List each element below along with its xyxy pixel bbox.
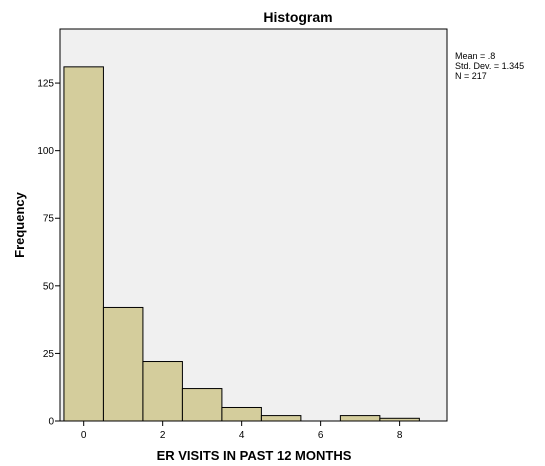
histogram-bar xyxy=(221,406,262,422)
x-axis: 0 2 4 6 8 xyxy=(81,421,403,441)
y-tick-label: 0 xyxy=(48,417,54,428)
histogram-bar xyxy=(142,361,183,422)
histogram-bar xyxy=(339,415,381,422)
y-tick-label: 125 xyxy=(37,79,54,90)
histogram-bar xyxy=(181,388,223,422)
x-axis-title: ER VISITS IN PAST 12 MONTHS xyxy=(157,448,352,463)
std-dev-stat: Std. Dev. = 1.345 xyxy=(455,61,524,71)
histogram-bar xyxy=(379,417,420,422)
y-axis: 0 25 50 75 100 125 xyxy=(37,79,60,428)
x-tick-label: 6 xyxy=(318,430,324,441)
mean-stat: Mean = .8 xyxy=(455,51,495,61)
y-tick-label: 75 xyxy=(43,214,55,225)
x-tick-label: 2 xyxy=(160,430,166,441)
chart-title: Histogram xyxy=(263,9,332,25)
y-tick-label: 50 xyxy=(43,281,55,292)
y-axis-title: Frequency xyxy=(12,191,27,258)
n-stat: N = 217 xyxy=(455,71,487,81)
x-tick-label: 8 xyxy=(397,430,403,441)
y-tick-label: 25 xyxy=(43,349,55,360)
histogram-bar xyxy=(102,306,144,422)
y-tick-label: 100 xyxy=(37,146,54,157)
x-tick-label: 0 xyxy=(81,430,87,441)
x-tick-label: 4 xyxy=(239,430,245,441)
histogram-bar xyxy=(63,66,104,422)
bars-group xyxy=(63,66,420,422)
histogram-bar xyxy=(260,415,302,422)
